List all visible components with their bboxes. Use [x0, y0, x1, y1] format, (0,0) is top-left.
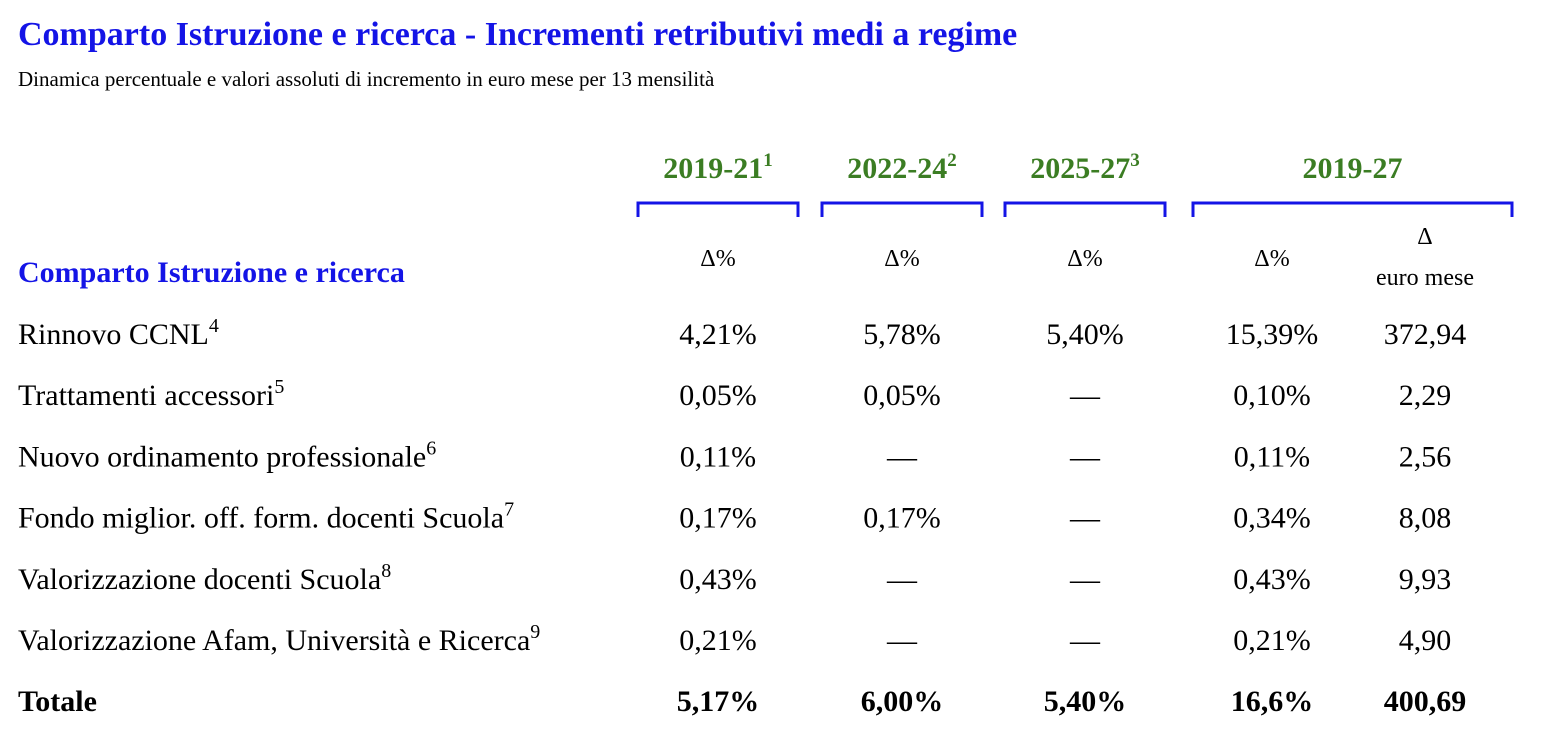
- table-cell: 0,17%: [863, 502, 941, 535]
- table-cell: 4,90: [1399, 624, 1452, 657]
- table-cell: —: [1069, 440, 1101, 473]
- table-cell: —: [1069, 502, 1101, 535]
- table-cell: 5,40%: [1046, 318, 1124, 351]
- table-cell: 0,21%: [679, 624, 757, 657]
- table-cell: 0,21%: [1233, 624, 1311, 657]
- footnote-ref: 9: [530, 621, 540, 643]
- table-cell: 0,11%: [1234, 440, 1310, 473]
- subtitle: Dinamica percentuale e valori assoluti d…: [18, 67, 715, 91]
- table-cell: 0,43%: [679, 563, 757, 596]
- column-group-label: 2019-211: [663, 150, 773, 185]
- group-label-text: 2019-21: [663, 152, 763, 185]
- row-label-text: Nuovo ordinamento professionale: [18, 440, 426, 473]
- footnote-ref: 2: [947, 150, 957, 171]
- table-cell: 0,05%: [679, 379, 757, 412]
- row-label: Valorizzazione docenti Scuola8: [18, 560, 391, 596]
- row-label: Rinnovo CCNL4: [18, 315, 219, 351]
- table-cell: 9,93: [1399, 563, 1452, 596]
- bracket: [820, 201, 984, 217]
- row-label-text: Valorizzazione Afam, Università e Ricerc…: [18, 624, 530, 657]
- row-label-text: Valorizzazione docenti Scuola: [18, 563, 381, 596]
- row-label: Valorizzazione Afam, Università e Ricerc…: [18, 621, 540, 657]
- table-cell: 8,08: [1399, 502, 1452, 535]
- subheader: Δ%: [1067, 246, 1102, 272]
- table-cell: 0,10%: [1233, 379, 1311, 412]
- table-cell: 2,29: [1399, 379, 1452, 412]
- subheader: Δ%: [884, 246, 919, 272]
- table-cell: —: [1069, 379, 1101, 412]
- footnote-ref: 5: [274, 376, 284, 398]
- group-label-text: 2022-24: [847, 152, 947, 185]
- total-cell: 6,00%: [861, 685, 944, 718]
- footnote-ref: 7: [504, 499, 514, 521]
- table-cell: 2,56: [1399, 440, 1452, 473]
- total-cell: 16,6%: [1231, 685, 1314, 718]
- bracket: [1003, 201, 1167, 217]
- table-cell: —: [886, 440, 918, 473]
- footnote-ref: 3: [1130, 150, 1140, 171]
- row-label: Nuovo ordinamento professionale6: [18, 437, 436, 473]
- bracket: [1191, 201, 1514, 217]
- table-cell: —: [886, 624, 918, 657]
- group-label-text: 2019-27: [1303, 152, 1403, 185]
- column-group-label: 2019-27: [1303, 152, 1403, 185]
- row-label: Fondo miglior. off. form. docenti Scuola…: [18, 499, 514, 535]
- subheader: Δ%: [700, 246, 735, 272]
- footnote-ref: 8: [381, 560, 391, 582]
- row-label-text: Totale: [18, 685, 97, 718]
- column-group-label: 2025-273: [1030, 150, 1140, 185]
- total-label: Totale: [18, 685, 97, 718]
- table-cell: 0,43%: [1233, 563, 1311, 596]
- table-cell: —: [1069, 624, 1101, 657]
- footnote-ref: 4: [209, 315, 219, 337]
- table-cell: 15,39%: [1226, 318, 1319, 351]
- subheader-label: euro mese: [1376, 265, 1474, 291]
- title: Comparto Istruzione e ricerca - Incremen…: [18, 16, 1017, 53]
- table-cell: 372,94: [1384, 318, 1467, 351]
- footnote-ref: 6: [426, 437, 436, 459]
- section-label: Comparto Istruzione e ricerca: [18, 256, 405, 289]
- total-cell: 5,40%: [1044, 685, 1127, 718]
- table-cell: —: [886, 563, 918, 596]
- row-label-text: Trattamenti accessori: [18, 379, 274, 412]
- table-cell: 0,34%: [1233, 502, 1311, 535]
- table-cell: 0,17%: [679, 502, 757, 535]
- row-label-text: Rinnovo CCNL: [18, 318, 209, 351]
- row-label: Trattamenti accessori5: [18, 376, 284, 412]
- bracket: [636, 201, 800, 217]
- table-cell: 0,05%: [863, 379, 941, 412]
- table-cell: 5,78%: [863, 318, 941, 351]
- table-cell: 4,21%: [679, 318, 757, 351]
- column-group-label: 2022-242: [847, 150, 957, 185]
- table-cell: —: [1069, 563, 1101, 596]
- subheader: Δ%: [1254, 246, 1289, 272]
- total-cell: 5,17%: [677, 685, 760, 718]
- total-cell: 400,69: [1384, 685, 1467, 718]
- table-cell: 0,11%: [680, 440, 756, 473]
- footnote-ref: 1: [763, 150, 773, 171]
- group-label-text: 2025-27: [1030, 152, 1130, 185]
- subheader-symbol: Δ: [1417, 224, 1432, 250]
- row-label-text: Fondo miglior. off. form. docenti Scuola: [18, 502, 504, 535]
